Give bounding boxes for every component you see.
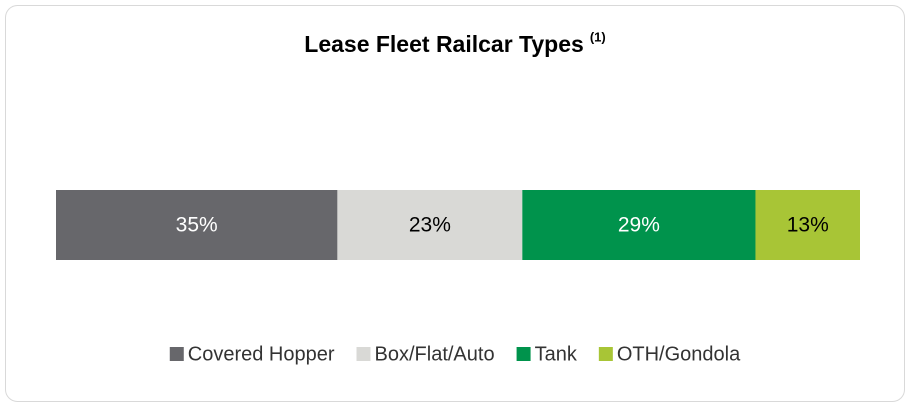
legend-swatch: [516, 347, 531, 361]
bar-segment: [522, 190, 756, 260]
legend-swatch: [598, 347, 613, 361]
legend-label: Tank: [535, 343, 578, 365]
bar-segment: [755, 190, 860, 260]
legend-swatch: [356, 347, 371, 361]
value-label: 35%: [176, 214, 218, 237]
value-label: 23%: [409, 214, 451, 237]
title-note: (1): [590, 29, 606, 44]
bar-segment: [337, 190, 523, 260]
legend-label: Covered Hopper: [188, 343, 335, 365]
legend-swatch: [169, 347, 184, 361]
legend-label: Box/Flat/Auto: [375, 343, 495, 365]
value-label: 29%: [618, 214, 660, 237]
value-label: 13%: [787, 214, 829, 237]
legend-label: OTH/Gondola: [617, 343, 741, 365]
bar-segment: [56, 190, 338, 260]
chart-title: Lease Fleet Railcar Types: [304, 31, 584, 57]
